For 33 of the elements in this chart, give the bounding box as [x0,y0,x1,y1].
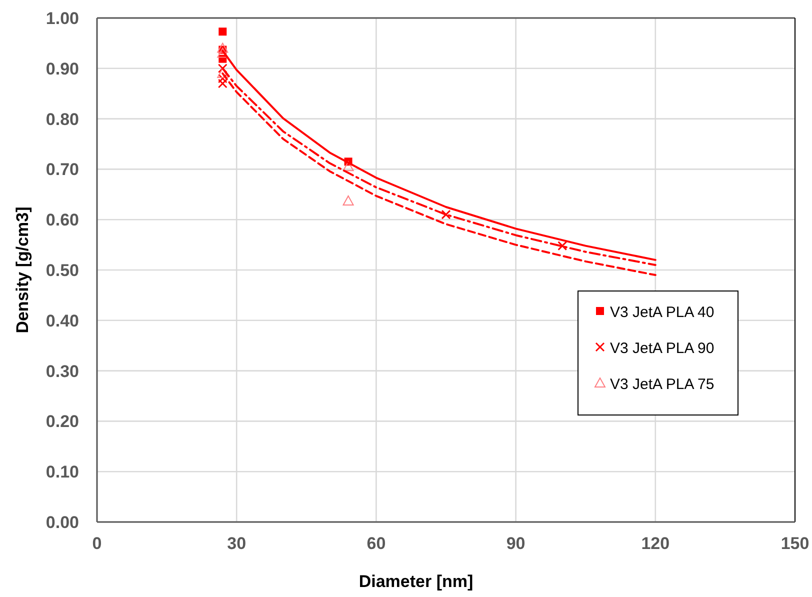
y-tick-label: 0.50 [46,261,79,280]
x-tick-label: 120 [641,534,670,553]
x-tick-label: 60 [366,534,386,553]
x-tick-label: 30 [227,534,246,553]
point [218,74,228,84]
point [218,28,227,36]
x-tick-label: 150 [780,534,810,553]
x-tick-label: 0 [92,534,102,553]
y-tick-label: 0.30 [46,362,79,381]
point [342,161,354,172]
legend-label: V3 JetA PLA 40 [610,304,714,321]
y-tick-label: 0.80 [46,110,79,129]
point [217,48,228,58]
point [217,68,228,78]
y-tick-label: 0.90 [46,59,79,78]
point [218,64,228,74]
y-axis-title: Density [g/cm3] [13,206,32,334]
y-tick-label: 0.70 [46,160,79,180]
point [342,195,354,206]
x-axis-title: Diameter [nm] [358,572,474,591]
y-tick-label: 1.00 [46,9,79,28]
point [441,210,451,220]
legend-label: V3 JetA PLA 75 [610,376,714,393]
point [217,42,228,53]
y-tick-label: 0.00 [46,513,79,532]
x-tick-label: 90 [506,534,526,553]
y-tick-label: 0.10 [46,462,79,482]
point [218,78,228,88]
legend-label: V3 JetA PLA 90 [610,340,714,357]
y-tick-label: 0.40 [46,311,79,330]
point [558,241,568,251]
y-tick-label: 0.20 [46,412,79,432]
y-tick-label: 0.60 [46,210,79,230]
